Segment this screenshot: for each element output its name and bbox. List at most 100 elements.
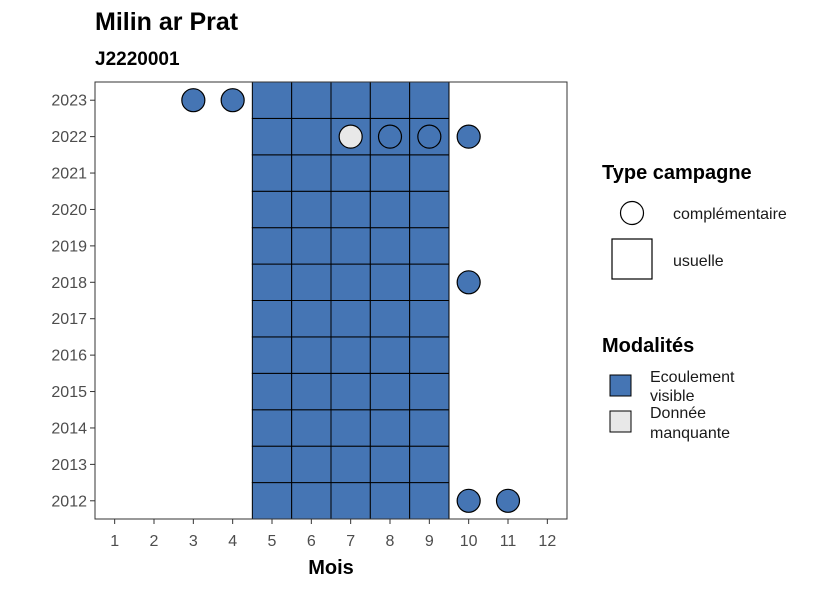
tiles-layer <box>251 81 450 520</box>
point-2022-8 <box>377 124 403 149</box>
points-layer <box>181 88 521 513</box>
tile-2012-5 <box>251 482 293 520</box>
x-tick-label-2: 2 <box>150 533 159 550</box>
legend-key-modalite-0 <box>609 374 632 397</box>
x-tick-label-12: 12 <box>538 533 556 550</box>
tile-2015-6 <box>291 372 332 411</box>
tile-2019-7 <box>330 227 371 265</box>
legend-title-type-campagne: Type campagne <box>602 162 752 184</box>
tile-2012-7 <box>330 482 371 520</box>
tile-2016-7 <box>330 336 371 374</box>
tile-2014-9 <box>409 409 450 447</box>
plot-border <box>94 81 568 520</box>
tile-2019-9 <box>409 227 450 265</box>
tile-2018-7 <box>330 263 371 302</box>
x-tick-label-7: 7 <box>346 533 355 550</box>
point-2023-3 <box>181 88 206 113</box>
tile-2019-6 <box>291 227 332 265</box>
point-2022-10 <box>456 124 481 149</box>
point-2012-10 <box>456 488 481 513</box>
legend-label-complementaire: complémentaire <box>673 206 787 223</box>
tile-2023-9 <box>409 81 450 119</box>
tile-2012-6 <box>291 482 332 520</box>
legend-key-modalite-1 <box>609 410 632 433</box>
x-axis: 1 2 3 4 5 6 7 8 9 10 11 12 <box>110 519 556 550</box>
tile-2016-5 <box>251 336 293 374</box>
y-tick-label-2016: 2016 <box>51 348 87 365</box>
tile-2014-7 <box>330 409 371 447</box>
tile-2022-6 <box>291 117 332 156</box>
y-tick-label-2022: 2022 <box>51 129 87 146</box>
tile-2015-9 <box>409 372 450 411</box>
y-tick-label-2018: 2018 <box>51 275 87 292</box>
tile-2017-8 <box>369 300 411 338</box>
y-tick-label-2020: 2020 <box>51 202 87 219</box>
tile-2023-7 <box>330 81 371 119</box>
tile-2020-8 <box>369 190 411 229</box>
tile-2013-9 <box>409 445 450 484</box>
y-axis: 2012 2013 2014 2015 2016 2017 2018 2019 2020 2021… <box>51 93 95 510</box>
tile-2015-5 <box>251 372 293 411</box>
y-tick-label-2017: 2017 <box>51 311 87 328</box>
point-2022-7 <box>338 124 363 149</box>
tile-2020-5 <box>251 190 293 229</box>
tile-2012-9 <box>409 482 450 520</box>
point-2023-4 <box>220 88 245 113</box>
x-tick-label-10: 10 <box>460 533 478 550</box>
chart-title: Milin ar Prat <box>95 8 239 36</box>
tile-2017-7 <box>330 300 371 338</box>
tile-2017-5 <box>251 300 293 338</box>
tile-2018-5 <box>251 263 293 302</box>
tile-2015-7 <box>330 372 371 411</box>
y-tick-label-2012: 2012 <box>51 493 87 510</box>
tile-2022-5 <box>251 117 293 156</box>
x-tick-label-1: 1 <box>110 533 119 550</box>
tile-2021-6 <box>291 154 332 192</box>
legend: Type campagne complémentaire usuelle Modali… <box>602 162 787 442</box>
tile-2013-7 <box>330 445 371 484</box>
tile-2017-9 <box>409 300 450 338</box>
tile-2021-9 <box>409 154 450 192</box>
tile-2020-6 <box>291 190 332 229</box>
tile-2020-7 <box>330 190 371 229</box>
tile-2013-6 <box>291 445 332 484</box>
x-tick-label-11: 11 <box>500 533 517 550</box>
tile-2023-6 <box>291 81 332 119</box>
tile-2015-8 <box>369 372 411 411</box>
y-tick-label-2015: 2015 <box>51 384 87 401</box>
legend-label-modalite-0-line2: visible <box>650 388 695 405</box>
tile-2014-6 <box>291 409 332 447</box>
x-tick-label-3: 3 <box>189 533 198 550</box>
tile-2012-8 <box>369 482 411 520</box>
tile-2018-8 <box>369 263 411 302</box>
tile-2016-6 <box>291 336 332 374</box>
tile-2016-9 <box>409 336 450 374</box>
x-tick-label-9: 9 <box>425 533 434 550</box>
legend-label-usuelle: usuelle <box>673 253 724 270</box>
y-tick-label-2019: 2019 <box>51 238 87 255</box>
x-axis-title: Mois <box>308 557 354 579</box>
legend-label-modalite-1-line1: Donnée <box>650 405 706 422</box>
y-tick-label-2013: 2013 <box>51 457 87 474</box>
tile-2014-8 <box>369 409 411 447</box>
tile-2013-8 <box>369 445 411 484</box>
tile-2018-9 <box>409 263 450 302</box>
legend-key-usuelle <box>611 238 653 280</box>
legend-title-modalites: Modalités <box>602 335 694 357</box>
point-2022-9 <box>417 124 442 149</box>
tile-2023-5 <box>251 81 293 119</box>
tile-2023-8 <box>369 81 411 119</box>
tile-2019-5 <box>251 227 293 265</box>
legend-key-complementaire <box>619 200 645 226</box>
x-tick-label-8: 8 <box>386 533 395 550</box>
tile-2013-5 <box>251 445 293 484</box>
tile-2014-5 <box>251 409 293 447</box>
y-tick-label-2014: 2014 <box>51 420 87 437</box>
tile-2017-6 <box>291 300 332 338</box>
tile-2016-8 <box>369 336 411 374</box>
chart-subtitle: J2220001 <box>95 49 180 70</box>
x-tick-label-5: 5 <box>268 533 277 550</box>
legend-label-modalite-0-line1: Ecoulement <box>650 369 735 386</box>
tile-2018-6 <box>291 263 332 302</box>
